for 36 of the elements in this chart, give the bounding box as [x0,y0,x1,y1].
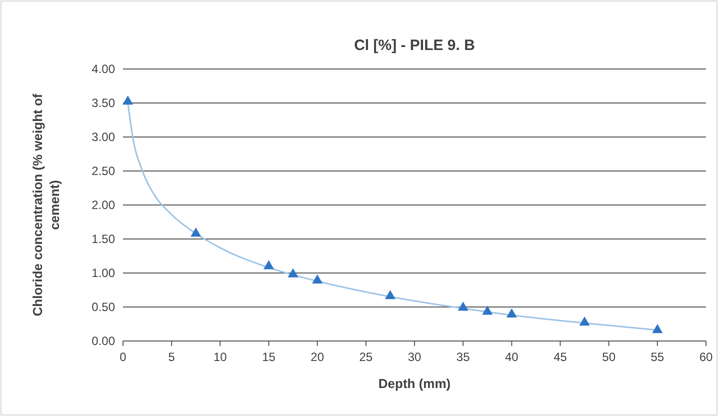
x-tick-label: 60 [699,350,713,364]
point [652,324,663,334]
point [288,268,298,278]
y-tick-label: 2.00 [92,198,116,212]
chart-title: Cl [%] - PILE 9. B [354,37,476,54]
x-tick-label: 35 [456,350,470,364]
y-tick-label: 1.00 [92,266,116,280]
y-tick-label: 3.50 [92,96,116,110]
x-tick-label: 30 [408,350,422,364]
x-tick-label: 55 [650,350,664,364]
point [122,96,134,105]
point [506,308,517,318]
x-tick-label: 45 [554,350,568,364]
y-tick-label: 3.00 [92,130,116,144]
x-tick-label: 10 [213,350,228,364]
y-tick-label: 0.50 [92,300,116,314]
x-tick-label: 0 [120,350,127,364]
y-axis-title: Chloride concentration (% weight of cement) [30,93,62,316]
y-tick-label: 4.00 [92,62,116,76]
y-tick-label: 2.50 [92,164,116,178]
y-tick-label: 1.50 [92,232,116,246]
y-tick-label: 0.00 [92,334,116,348]
point [384,290,396,300]
point [482,306,493,315]
point [263,260,274,270]
point [579,316,590,326]
point [312,274,323,284]
x-tick-label: 40 [504,350,519,364]
point [190,227,202,237]
point [458,302,468,311]
x-tick-label: 25 [359,350,373,364]
x-tick-label: 15 [262,350,276,364]
x-axis-title: Depth (mm) [378,376,451,391]
x-tick-label: 20 [310,350,324,364]
x-tick-label: 50 [602,350,616,364]
x-tick-label: 5 [168,350,176,364]
